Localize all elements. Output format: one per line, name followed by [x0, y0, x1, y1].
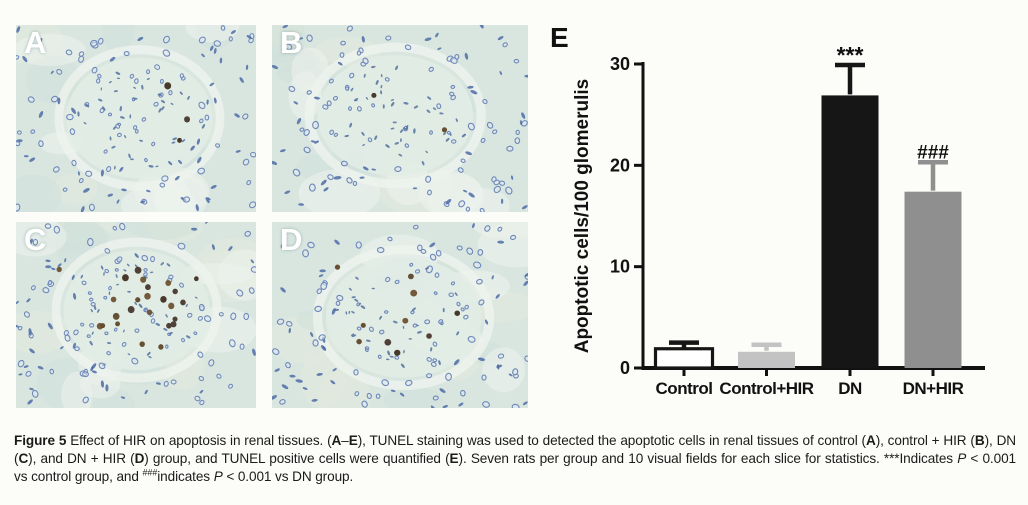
caption-segment: ) group, and TUNEL positive cells were q… — [144, 450, 450, 466]
micrograph-panel-b: B — [272, 25, 528, 212]
caption-segment: P — [213, 468, 223, 484]
caption-segment: Figure 5 — [14, 433, 67, 448]
caption-segment: indicates — [157, 468, 214, 484]
caption-segment: < 0.001 vs DN group. — [222, 468, 354, 484]
micrograph-image-d — [272, 222, 528, 408]
micrograph-image-a — [16, 25, 256, 212]
panel-b-label: B — [280, 25, 303, 60]
caption-segment: A — [331, 433, 342, 448]
panel-a-label: A — [24, 25, 47, 60]
caption-segment: C — [18, 450, 29, 466]
micrograph-panel-d: D — [272, 222, 528, 408]
caption-segment: ). Seven rats per group and 10 visual fi… — [458, 450, 958, 466]
y-axis-title: Apoptotic cells/100 glomerulis — [572, 79, 593, 354]
caption-segment: A — [865, 433, 876, 448]
y-tick-label: 0 — [620, 358, 630, 378]
caption-segment: ### — [142, 467, 158, 478]
micrograph-panel-c: C — [16, 222, 256, 408]
bar-Control — [653, 347, 715, 370]
micrograph-image-b — [272, 25, 528, 212]
caption-segment: B — [974, 433, 985, 448]
bar-DN+HIR — [904, 191, 962, 368]
x-category-label: DN+HIR — [903, 379, 964, 398]
caption-segment: D — [134, 450, 145, 466]
caption-segment: ), TUNEL staining was used to detected t… — [357, 433, 866, 448]
caption-segment: E — [449, 450, 459, 466]
caption-segment: < 0.001 vs control group, and — [14, 450, 1016, 484]
bar-Control+HIR — [738, 351, 795, 368]
quantification-chart-panel: E 0 10 20 30 Apoptotic cells/100 glomerulis C… — [540, 18, 1028, 420]
apoptotic-cells-bar-chart: 0 10 20 30 Apoptotic cells/100 glomerulis Con… — [572, 42, 985, 398]
caption-segment: P — [957, 450, 967, 466]
panel-e-label: E — [550, 22, 569, 53]
caption-segment: Effect of HIR on apoptosis in renal tiss… — [66, 433, 332, 448]
significance-DN+HIR: ### — [917, 142, 949, 163]
y-tick-label: 30 — [610, 54, 630, 74]
bar-DN — [821, 95, 879, 368]
caption-segment: – — [341, 433, 349, 448]
caption-segment: ), and DN + HIR ( — [28, 450, 135, 466]
x-category-label: DN — [838, 379, 862, 398]
significance-DN: *** — [837, 42, 864, 68]
panel-c-label: C — [24, 222, 47, 257]
x-category-label: Control+HIR — [719, 379, 813, 398]
y-tick-label: 20 — [610, 155, 630, 175]
figure-caption: Figure 5 Effect of HIR on apoptosis in r… — [14, 432, 1016, 485]
caption-segment: ), control + HIR ( — [875, 433, 975, 448]
micrograph-panel-a: A — [16, 25, 256, 212]
caption-segment: ), DN ( — [14, 433, 1017, 466]
y-tick-label: 10 — [610, 257, 630, 277]
panel-d-label: D — [280, 222, 303, 257]
x-category-label: Control — [656, 379, 713, 398]
micrograph-image-c — [16, 222, 256, 408]
caption-segment: E — [348, 433, 358, 448]
